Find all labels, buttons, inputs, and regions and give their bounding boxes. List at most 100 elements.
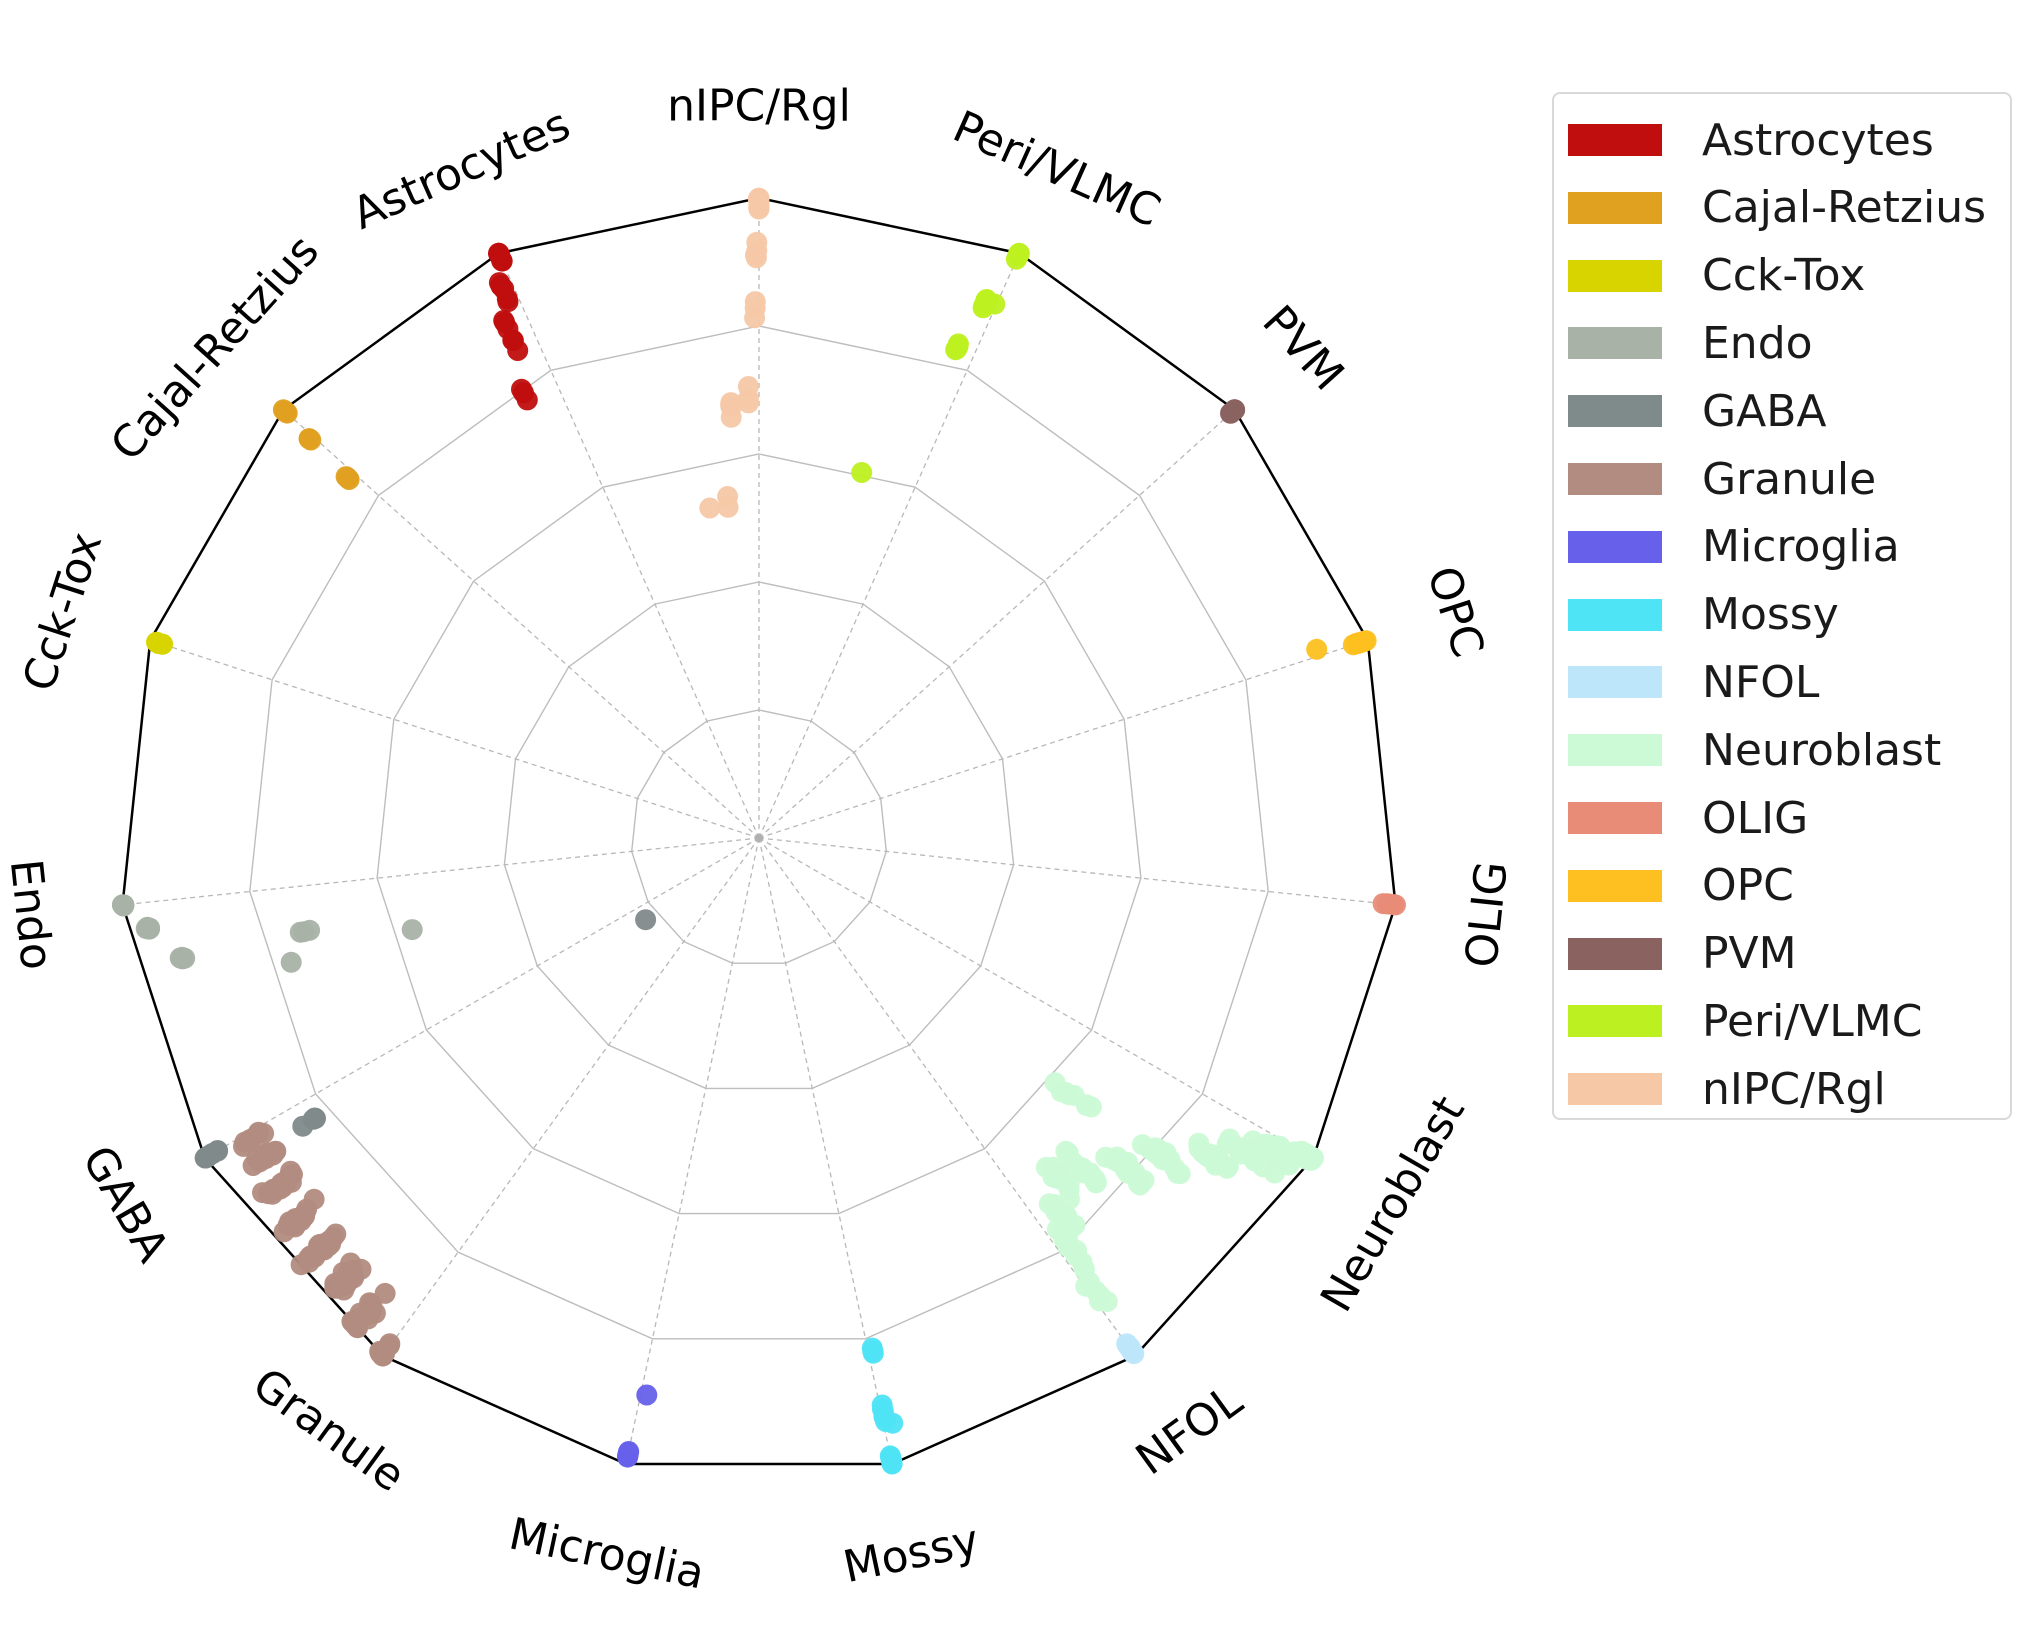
series-peri-vlmc xyxy=(851,242,1030,483)
vertex-label-opc: OPC xyxy=(1417,560,1494,663)
point-astrocytes xyxy=(513,382,534,404)
series-astrocytes xyxy=(488,242,538,411)
spoke-granule xyxy=(382,837,760,1357)
spoke-nfol xyxy=(758,837,1136,1357)
point-nipc-rgl xyxy=(748,187,770,209)
legend-swatch xyxy=(1568,463,1662,495)
point-astrocytes xyxy=(488,242,510,264)
legend-item-neuroblast: Neuroblast xyxy=(1568,720,1941,780)
legend-item-nipc-rgl: nIPC/Rgl xyxy=(1568,1059,1886,1119)
legend-item-endo: Endo xyxy=(1568,313,1813,373)
point-nipc-rgl xyxy=(745,244,766,266)
point-neuroblast xyxy=(1149,1145,1170,1167)
point-astrocytes xyxy=(507,340,529,361)
vertex-label-neuroblast: Neuroblast xyxy=(1311,1088,1475,1321)
point-granule xyxy=(358,1302,380,1324)
point-microglia xyxy=(636,1384,658,1406)
point-astrocytes xyxy=(497,318,519,340)
legend-label: Astrocytes xyxy=(1702,114,1934,166)
vertex-label-cck-tox: Cck-Tox xyxy=(13,526,112,697)
vertex-label-astrocytes: Astrocytes xyxy=(345,99,578,240)
point-granule xyxy=(273,1221,295,1243)
point-granule xyxy=(373,1342,395,1364)
point-neuroblast xyxy=(1046,1218,1068,1240)
point-pvm xyxy=(1220,402,1242,424)
point-endo xyxy=(280,951,302,973)
spoke-olig xyxy=(758,837,1396,906)
spoke-gaba xyxy=(204,837,760,1159)
series-olig xyxy=(1372,893,1406,916)
point-neuroblast xyxy=(1167,1162,1188,1184)
point-granule xyxy=(247,1123,269,1145)
legend-label: Neuroblast xyxy=(1702,724,1942,776)
legend-swatch xyxy=(1568,1005,1662,1038)
point-nipc-rgl xyxy=(744,297,766,319)
series-mossy xyxy=(861,1337,904,1475)
legend-swatch xyxy=(1568,327,1662,360)
legend-item-nfol: NFOL xyxy=(1568,652,1819,712)
legend-label: Endo xyxy=(1702,317,1813,369)
point-gaba xyxy=(196,1146,218,1168)
point-neuroblast xyxy=(1199,1144,1221,1166)
legend-swatch xyxy=(1568,734,1662,767)
legend-swatch xyxy=(1568,530,1662,563)
spoke-neuroblast xyxy=(758,837,1314,1159)
point-mossy xyxy=(881,1450,903,1472)
vertex-label-gaba: GABA xyxy=(72,1137,178,1270)
legend-swatch xyxy=(1568,191,1662,224)
legend-swatch xyxy=(1568,395,1662,428)
grid-ring xyxy=(376,453,1142,1215)
point-nipc-rgl xyxy=(720,392,742,414)
point-nipc-rgl xyxy=(737,376,759,397)
legend-swatch xyxy=(1568,1073,1662,1106)
legend-label: GABA xyxy=(1702,385,1827,437)
point-neuroblast xyxy=(1057,1142,1079,1164)
legend-swatch xyxy=(1568,124,1662,156)
point-granule xyxy=(252,1182,273,1204)
point-cajal-retzius xyxy=(335,466,357,488)
vertex-label-pvm: PVM xyxy=(1252,296,1353,400)
point-granule xyxy=(294,1202,316,1224)
series-nipc-rgl xyxy=(699,187,770,519)
legend-item-astrocytes: Astrocytes xyxy=(1568,110,1934,170)
legend-item-granule: Granule xyxy=(1568,449,1876,509)
series-pvm xyxy=(1220,399,1246,424)
point-neuroblast xyxy=(1044,1072,1066,1094)
legend: Astrocytes Cajal-Retzius Cck-Tox Endo GABA Gr… xyxy=(1552,92,2012,1120)
point-microglia xyxy=(617,1446,639,1468)
point-endo xyxy=(401,919,423,941)
point-endo xyxy=(112,894,134,916)
legend-label: Cajal-Retzius xyxy=(1702,182,1987,234)
point-gaba xyxy=(304,1107,326,1129)
outer-polygon xyxy=(121,196,1397,1466)
point-neuroblast xyxy=(1058,1084,1080,1106)
spoke-pvm xyxy=(758,409,1236,839)
point-granule xyxy=(346,1316,368,1338)
point-peri-vlmc xyxy=(946,338,968,360)
series-gaba xyxy=(194,909,657,1169)
point-granule xyxy=(299,1245,321,1267)
legend-label: nIPC/Rgl xyxy=(1702,1063,1886,1115)
series-nfol xyxy=(1116,1333,1145,1365)
series-microglia xyxy=(617,1384,658,1468)
legend-label: NFOL xyxy=(1702,656,1820,708)
point-olig xyxy=(1376,893,1398,915)
vertex-label-cajal-retzius: Cajal-Retzius xyxy=(101,226,329,471)
legend-item-pvm: PVM xyxy=(1568,924,1797,984)
point-neuroblast xyxy=(1077,1162,1099,1183)
point-opc xyxy=(1306,638,1328,660)
point-endo xyxy=(169,947,191,969)
grid-layer xyxy=(121,196,1397,1466)
point-neuroblast xyxy=(1075,1275,1097,1297)
point-neuroblast xyxy=(1045,1201,1067,1223)
point-astrocytes xyxy=(497,291,519,313)
point-peri-vlmc xyxy=(851,462,873,483)
point-endo xyxy=(293,921,315,943)
point-neuroblast xyxy=(1264,1162,1286,1184)
point-neuroblast xyxy=(1124,1162,1146,1184)
legend-swatch xyxy=(1568,259,1662,292)
legend-item-peri-vlmc: Peri/VLMC xyxy=(1568,991,1922,1051)
spoke-peri-vlmc xyxy=(758,253,1020,839)
series-opc xyxy=(1306,630,1377,660)
